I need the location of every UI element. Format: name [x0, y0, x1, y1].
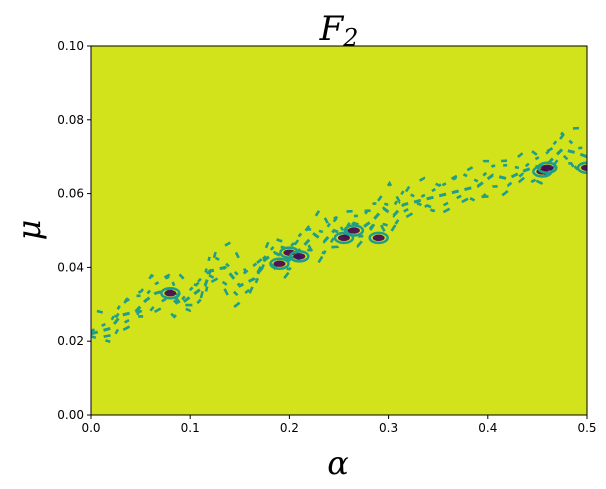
- y-tick-label: 0.02: [57, 334, 84, 348]
- x-tick-label: 0.4: [478, 421, 497, 435]
- contour-ring: [343, 224, 365, 237]
- contour-layer: [91, 126, 587, 345]
- plot-background: [91, 46, 587, 415]
- contour-ring: [289, 250, 310, 263]
- y-tick-label: 0.04: [57, 260, 84, 274]
- x-tick-label: 0.5: [577, 421, 596, 435]
- contour-ring: [269, 257, 290, 270]
- contour-line-mid: [91, 152, 587, 344]
- contour-ring: [333, 231, 355, 245]
- contour-ring: [160, 286, 181, 300]
- contour-line-mid: [96, 126, 587, 319]
- x-axis-label: α: [327, 444, 349, 482]
- chart-title-subscript: 2: [342, 24, 358, 52]
- y-axis: 0.00 0.02 0.04 0.06 0.08 0.10: [57, 39, 91, 422]
- y-tick-label: 0.00: [57, 408, 84, 422]
- contour-ring: [537, 161, 558, 175]
- minimum-spot: [164, 290, 177, 297]
- x-tick-label: 0.2: [280, 421, 299, 435]
- x-axis: 0.0 0.1 0.2 0.3 0.4 0.5: [81, 415, 597, 435]
- plot-area: [90, 45, 588, 416]
- x-tick-label: 0.0: [81, 421, 100, 435]
- x-tick-label: 0.1: [181, 421, 200, 435]
- y-tick-label: 0.08: [57, 113, 84, 127]
- minimum-spot: [581, 164, 587, 171]
- y-tick-label: 0.06: [57, 187, 84, 201]
- x-tick-label: 0.3: [379, 421, 398, 435]
- minimum-spot: [347, 227, 360, 234]
- plot-frame: [90, 45, 588, 416]
- contour-ring: [368, 231, 389, 245]
- y-tick-label: 0.10: [57, 39, 84, 53]
- minimum-spot: [293, 253, 306, 260]
- minimum-spot: [541, 164, 554, 171]
- y-axis-label: μ: [10, 220, 48, 241]
- minimum-spot: [273, 260, 286, 267]
- minimum-spot: [337, 234, 350, 242]
- chart-title: F2: [319, 9, 359, 52]
- contour-ring: [576, 161, 587, 175]
- contour-line-mid: [91, 147, 587, 336]
- minimum-spot: [372, 234, 385, 242]
